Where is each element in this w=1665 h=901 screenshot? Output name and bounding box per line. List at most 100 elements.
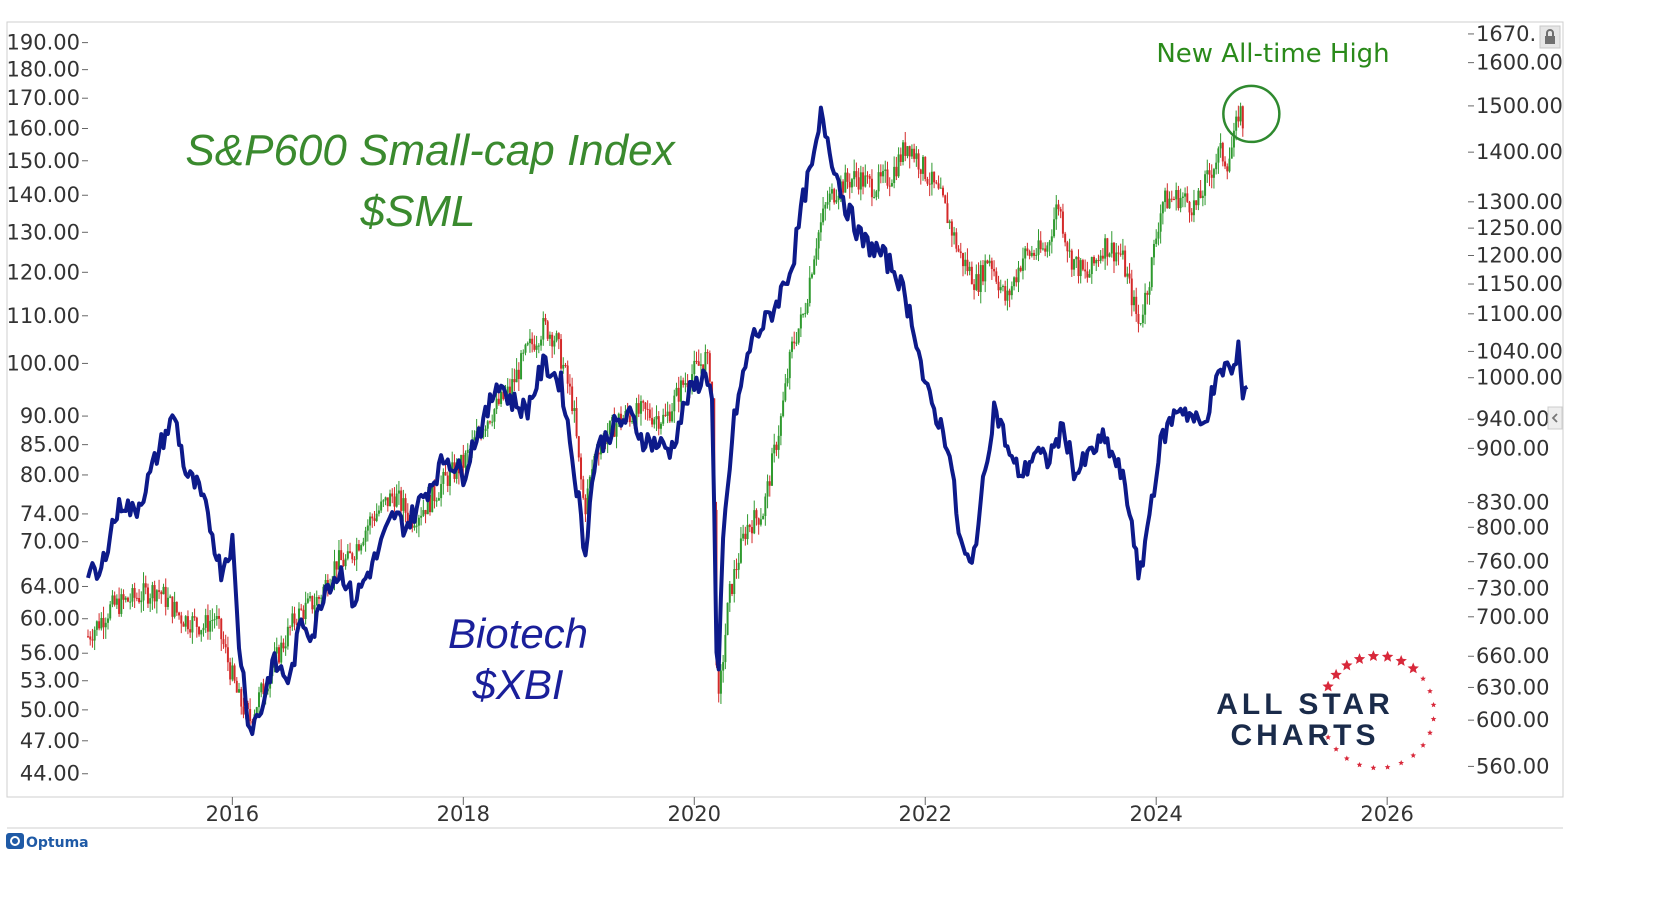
sml-candle-body	[1099, 255, 1102, 261]
sml-candle-body	[646, 408, 649, 410]
sml-candle-body	[870, 178, 873, 198]
sml-candle-body	[1008, 290, 1011, 296]
logo-star	[1384, 764, 1391, 770]
sml-candle-body	[173, 601, 176, 617]
right-tick-label: 900.00	[1476, 436, 1549, 460]
sml-candle-body	[853, 171, 856, 180]
sml-candle-body	[848, 181, 851, 188]
logo-star	[1370, 764, 1377, 771]
sml-candle-body	[486, 421, 489, 429]
sml-candle-body	[835, 200, 838, 203]
sml-candle-body	[793, 341, 796, 344]
sml-candle-body	[804, 312, 807, 315]
sml-candle-body	[435, 500, 438, 502]
left-tick-label: 80.00	[20, 463, 80, 487]
logo-star	[1430, 701, 1437, 708]
sml-candle-body	[233, 665, 236, 681]
sml-candle-body	[695, 360, 698, 362]
sml-candle-body	[637, 403, 640, 414]
sml-candle-body	[568, 383, 571, 387]
sml-candle-body	[360, 545, 363, 551]
sml-candle-body	[795, 342, 798, 344]
sml-candle-body	[198, 626, 201, 635]
sml-candle-body	[189, 629, 192, 633]
sml-candle-body	[1161, 202, 1164, 214]
sml-candle-body	[933, 171, 936, 183]
sml-candle-body	[1179, 197, 1182, 209]
left-tick-label: 190.00	[7, 31, 80, 55]
sml-candle-body	[1132, 296, 1135, 306]
right-tick-label: 660.00	[1476, 644, 1549, 668]
sml-candle-body	[1228, 158, 1231, 172]
sml-candle-body	[1017, 267, 1020, 283]
logo-star	[1420, 742, 1426, 748]
sml-candle-body	[961, 252, 964, 267]
sml-candle-body	[540, 339, 543, 346]
annotation-biotech-ticker: $XBI	[471, 661, 563, 708]
left-tick-label: 47.00	[20, 729, 80, 753]
sml-candle-body	[999, 287, 1002, 291]
sml-candle-body	[462, 454, 465, 468]
sml-candle-body	[946, 203, 949, 224]
sml-candle-body	[1019, 267, 1022, 271]
sml-candle-body	[120, 594, 123, 614]
sml-candle-body	[1199, 190, 1202, 198]
sml-candle-body	[1010, 286, 1013, 296]
sml-candle-body	[802, 314, 805, 316]
lock-icon[interactable]	[1539, 25, 1561, 49]
sml-candle-body	[671, 411, 674, 422]
chevron-left-icon[interactable]	[1547, 406, 1563, 430]
sml-candle-body	[311, 596, 314, 610]
sml-candle-body	[93, 629, 96, 641]
sml-candle-body	[1064, 233, 1067, 243]
sml-candle-body	[393, 496, 396, 507]
sml-candle-body	[1235, 116, 1238, 131]
sml-candles	[87, 102, 1244, 730]
logo-star	[1398, 760, 1404, 766]
sml-candle-body	[522, 352, 525, 354]
sml-candle-body	[977, 274, 980, 293]
sml-candle-body	[346, 551, 349, 559]
sml-candle-body	[573, 408, 576, 411]
sml-candle-body	[642, 401, 645, 403]
sml-candle-body	[631, 420, 634, 423]
left-tick-label: 100.00	[7, 351, 80, 375]
sml-candle-body	[697, 361, 700, 366]
plot-frame	[6, 21, 1564, 798]
sml-candle-body	[357, 544, 360, 551]
sml-candle-body	[520, 353, 523, 380]
sml-candle-body	[1206, 170, 1209, 175]
sml-candle-body	[180, 615, 183, 624]
sml-candle-body	[648, 409, 651, 418]
sml-candle-body	[126, 597, 129, 602]
sml-candle-body	[1095, 260, 1098, 264]
sml-candle-body	[817, 232, 820, 249]
sml-candle-body	[118, 598, 121, 614]
sml-candle-body	[908, 146, 911, 157]
sml-candle-body	[302, 609, 305, 620]
sml-candle-body	[240, 689, 243, 707]
sml-candle-body	[964, 259, 967, 267]
sml-candle-body	[111, 595, 114, 605]
sml-candle-body	[1075, 256, 1078, 260]
sml-candle-body	[1230, 147, 1233, 159]
sml-candle-body	[764, 496, 767, 516]
sml-candle-body	[138, 598, 141, 603]
sml-candle-body	[238, 689, 241, 693]
sml-candle-body	[759, 519, 762, 525]
sml-candle-body	[884, 169, 887, 171]
logo-star	[1330, 668, 1342, 680]
sml-candle-body	[584, 497, 587, 515]
sml-candle-body	[1175, 190, 1178, 200]
logo-star	[1407, 662, 1419, 674]
sml-candle-body	[349, 551, 352, 554]
sml-candle-body	[373, 518, 376, 521]
sml-candle-body	[400, 490, 403, 511]
sml-candle-body	[106, 618, 109, 623]
left-tick-label: 74.00	[20, 502, 80, 526]
sml-candle-body	[937, 183, 940, 189]
sml-candle-body	[1141, 314, 1144, 324]
sml-candle-body	[868, 176, 871, 179]
sml-candle-body	[862, 172, 865, 187]
sml-candle-body	[808, 277, 811, 304]
